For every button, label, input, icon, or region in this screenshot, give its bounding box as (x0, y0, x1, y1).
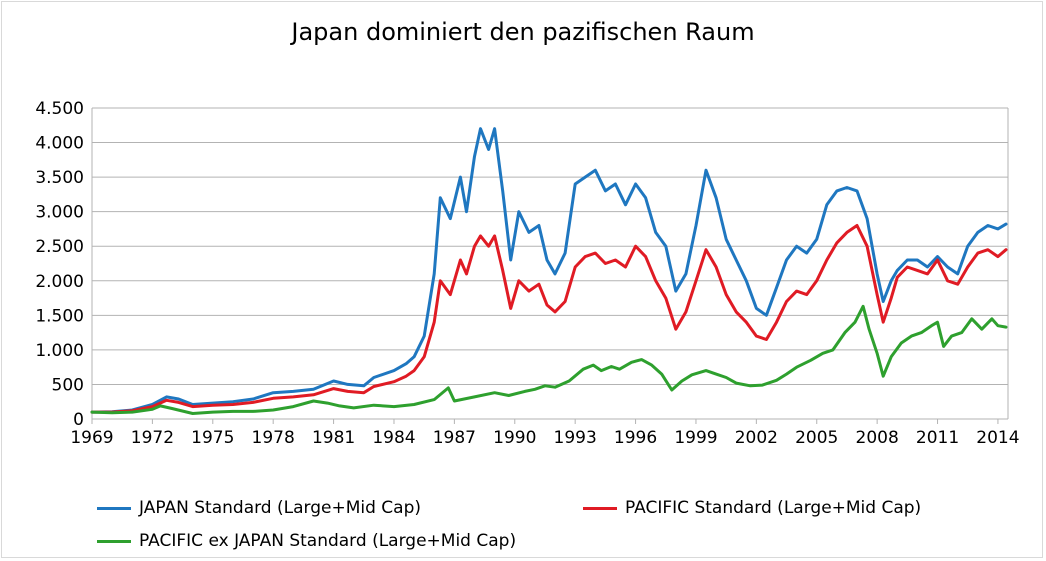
x-tick-label-10: 1999 (674, 428, 717, 448)
x-tick-label-1: 1972 (131, 428, 174, 448)
legend-item-japan: JAPAN Standard (Large+Mid Cap) (97, 498, 421, 518)
x-tick-label-2: 1975 (191, 428, 234, 448)
chart-title: Japan dominiert den pazifischen Raum (291, 18, 755, 46)
series-line-pacific-ex-japan (90, 304, 1008, 415)
series-layer (90, 127, 1008, 415)
legend-swatch-japan (97, 506, 131, 510)
y-tick-label-9: 4.500 (35, 99, 84, 119)
y-tick-label-5: 2.500 (35, 237, 84, 257)
legend-item-pacific-ex-japan: PACIFIC ex JAPAN Standard (Large+Mid Cap… (97, 531, 516, 551)
legend-swatch-pacific-ex-japan (97, 539, 131, 543)
x-tick-label-14: 2011 (916, 428, 959, 448)
label-layer: 0 500 1.000 1.500 2.000 2.500 3.000 3.500 4.000 4… (35, 99, 1019, 448)
x-tick-label-8: 1993 (554, 428, 597, 448)
y-tick-label-1: 500 (52, 375, 84, 395)
x-tick-label-5: 1984 (372, 428, 415, 448)
y-tick-label-7: 3.500 (35, 168, 84, 188)
x-tick-label-11: 2002 (735, 428, 778, 448)
axis-layer (91, 108, 1009, 424)
y-tick-label-0: 0 (73, 410, 84, 430)
x-tick-label-12: 2005 (795, 428, 838, 448)
x-tick-label-0: 1969 (70, 428, 113, 448)
series-line-japan (90, 127, 1008, 414)
x-tick-label-13: 2008 (856, 428, 899, 448)
legend-item-pacific: PACIFIC Standard (Large+Mid Cap) (583, 498, 921, 518)
legend-swatch-pacific (583, 506, 617, 510)
y-tick-label-2: 1.000 (35, 341, 84, 361)
series-line-pacific (90, 224, 1008, 414)
legend-label-pacific: PACIFIC Standard (Large+Mid Cap) (625, 498, 922, 518)
x-tick-label-15: 2014 (976, 428, 1019, 448)
legend-label-japan: JAPAN Standard (Large+Mid Cap) (139, 498, 422, 518)
y-tick-label-4: 2.000 (35, 272, 84, 292)
x-tick-label-6: 1987 (433, 428, 476, 448)
grid-layer (92, 107, 1008, 385)
x-tick-label-4: 1981 (312, 428, 355, 448)
y-tick-label-8: 4.000 (35, 134, 84, 154)
x-tick-label-9: 1996 (614, 428, 657, 448)
x-tick-label-7: 1990 (493, 428, 536, 448)
y-tick-label-3: 1.500 (35, 306, 84, 326)
x-tick-label-3: 1978 (252, 428, 295, 448)
y-tick-label-6: 3.000 (35, 203, 84, 223)
legend-label-pacific-ex-japan: PACIFIC ex JAPAN Standard (Large+Mid Cap… (139, 531, 517, 551)
